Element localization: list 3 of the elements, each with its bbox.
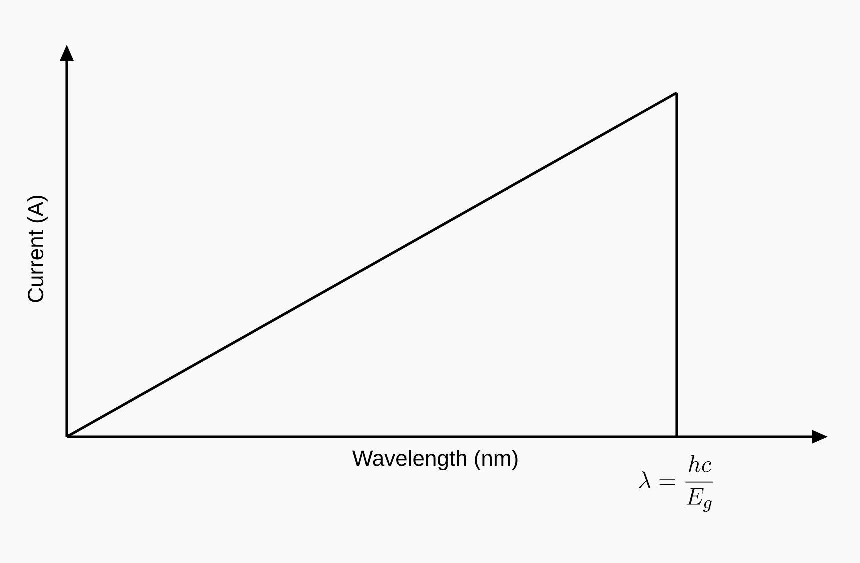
text: $\lambda=\frac{hc}{E_g}$: [639, 455, 714, 512]
x-axis-title: Wavelength (nm): [352, 450, 518, 471]
y-axis-title: Current (A): [27, 196, 48, 302]
